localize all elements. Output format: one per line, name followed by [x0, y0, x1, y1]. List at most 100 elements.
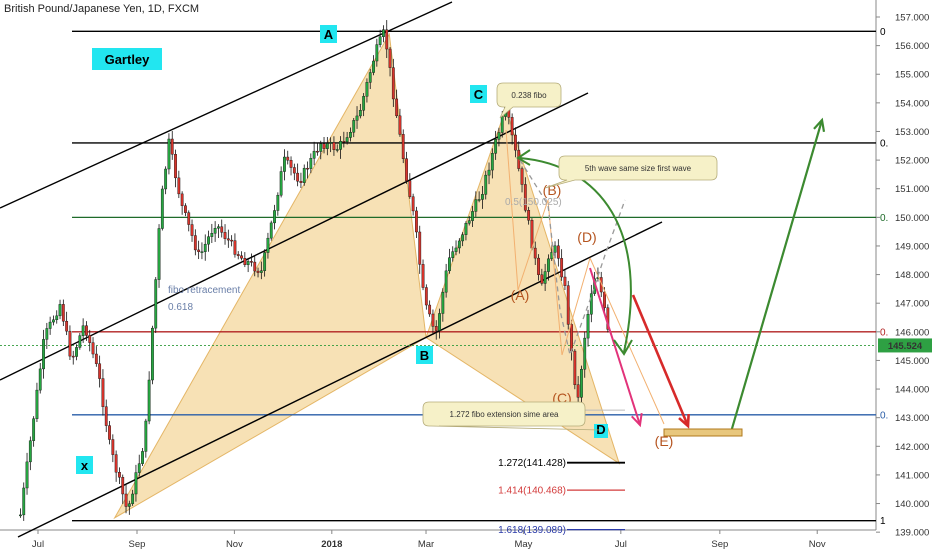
fib-level-right-label: 0. [880, 327, 888, 338]
y-tick-label: 154.000 [895, 98, 929, 109]
candles [19, 20, 610, 521]
candle-body [566, 285, 570, 325]
candle-body [375, 44, 379, 62]
candle-body [197, 249, 201, 252]
red-down-arrow-head [678, 413, 690, 429]
y-tick-label: 140.000 [895, 499, 929, 510]
wave-label-a: (A) [511, 287, 530, 303]
candle-body [213, 227, 217, 234]
candle-body [477, 199, 481, 201]
fibo-value-label: 0.618 [168, 302, 193, 313]
candle-body [147, 379, 151, 422]
callout-fibo-text: 0.238 fibo [511, 91, 547, 100]
candle-body [471, 211, 474, 221]
candle-body [28, 440, 32, 463]
fib-level-right-label: 0 [880, 27, 886, 38]
candle-body [457, 240, 461, 249]
candle-body [286, 156, 290, 161]
candle-body [329, 142, 333, 144]
candle-body [263, 252, 267, 271]
candle-body [240, 255, 243, 259]
candle-body [385, 29, 389, 50]
candle-body [207, 236, 210, 245]
y-tick-label: 144.000 [895, 385, 929, 396]
x-tick-label: Jul [615, 539, 627, 550]
y-tick-label: 150.000 [895, 213, 929, 224]
candle-body [220, 226, 224, 233]
pattern-point-b-box [416, 346, 433, 364]
candle-body [586, 313, 590, 339]
y-tick-label: 141.000 [895, 470, 929, 481]
candle-body [137, 463, 141, 473]
faint-level-label: 0.5(150.025) [505, 197, 562, 208]
wave-label-e: (E) [655, 433, 674, 449]
candle-body [193, 235, 197, 251]
candle-body [289, 159, 293, 168]
candle-body [365, 82, 369, 97]
curved-green-arrow-head [613, 339, 633, 356]
candle-body [55, 315, 59, 321]
candle-body [160, 188, 164, 229]
candle-body [339, 140, 342, 150]
x-tick-label: Nov [226, 539, 243, 550]
candle-body [52, 319, 55, 323]
candle-body [411, 196, 415, 212]
pattern-name-box [92, 48, 162, 70]
candle-body [42, 339, 45, 370]
green-up-arrow [729, 119, 824, 433]
candle-body [352, 120, 356, 133]
candle-body [543, 271, 547, 284]
candle-body [187, 212, 191, 225]
candle-body [306, 167, 309, 170]
x-tick-label: Mar [418, 539, 434, 550]
candle-body [431, 313, 435, 327]
candle-body [309, 158, 313, 169]
y-tick-label: 151.000 [895, 184, 929, 195]
callout-ext-text: 1.272 fibo extension sime area [450, 410, 560, 419]
candle-body [65, 320, 69, 332]
fib-ext-label: 1.272(141.428) [498, 458, 566, 469]
candle-body [500, 116, 504, 133]
candle-body [45, 328, 49, 340]
callout-wave-bubble [544, 155, 718, 189]
candle-body [19, 514, 22, 517]
candle-body [451, 251, 455, 258]
wave-label-b: (B) [543, 182, 562, 198]
pattern-triangle-xab [113, 32, 427, 520]
target-zone-box [663, 428, 743, 437]
candle-body [22, 487, 26, 516]
candle-body [484, 174, 488, 195]
candle-body [283, 156, 286, 172]
candle-body [111, 439, 115, 455]
candle-body [91, 342, 95, 355]
candle-body [603, 291, 606, 308]
candle-body [131, 493, 135, 504]
candle-body [537, 257, 540, 275]
candle-body [490, 153, 494, 171]
candle-body [266, 237, 270, 253]
y-tick-label: 149.000 [895, 241, 929, 252]
candle-body [236, 254, 240, 256]
candle-body [217, 226, 220, 229]
curved-green-arrow [519, 157, 632, 353]
fib-level-right-label: 0. [880, 213, 888, 224]
candle-body [540, 274, 544, 284]
candle-body [461, 234, 465, 242]
candle-body [124, 493, 128, 507]
candle-body [259, 270, 263, 273]
wave-dashed-path [519, 159, 626, 358]
candle-body [355, 115, 359, 121]
candle-body [38, 368, 42, 391]
candle-body [81, 325, 85, 336]
candle-body [533, 247, 537, 259]
channel-upper-line [0, 1, 453, 209]
channel-mid-line [0, 92, 589, 381]
fibo-retracement-label: fibo retracement [168, 285, 240, 296]
candle-body [316, 150, 319, 153]
candle-body [35, 389, 39, 419]
magenta-down-arrow [589, 267, 641, 426]
candle-body [85, 325, 88, 336]
curved-green-arrow-tail [516, 149, 531, 166]
candle-body [448, 257, 451, 272]
